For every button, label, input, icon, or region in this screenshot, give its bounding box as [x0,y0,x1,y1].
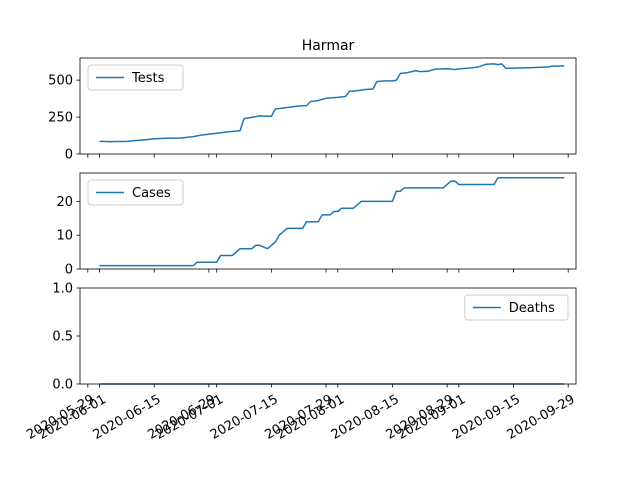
legend-box [87,64,184,91]
y-tick-label: 0.5 [52,330,73,345]
legend: Tests [87,64,184,91]
chart-panel-1: 0 250 500 Tests [48,57,577,163]
chart-panel-3: 0.00.51.02020-05-292020-06-012020-06-152… [24,282,577,443]
axes-frame [79,57,577,155]
y-tick-label: 0 [65,148,73,163]
legend-label: Deaths [509,301,555,316]
legend: Deaths [464,294,569,321]
y-tick-label: 500 [48,74,73,89]
y-tick-label: 250 [48,111,73,126]
legend-label: Tests [131,71,165,86]
legend-box [87,179,184,206]
y-tick-label: 10 [56,229,73,244]
legend: Cases [87,179,184,206]
y-tick-label: 0 [65,263,73,278]
y-tick-label: 1.0 [52,282,73,297]
legend-box [464,294,569,321]
axes-frame [79,172,577,270]
legend-label: Cases [132,186,171,201]
chart-panel-2: 0 10 20 Cases [56,172,577,278]
y-tick-label: 20 [56,195,73,210]
series-line-cases [99,176,565,267]
y-tick-label: 0.0 [52,378,73,393]
chart-title: Harmar [302,38,355,54]
series-line-tests [99,63,565,143]
